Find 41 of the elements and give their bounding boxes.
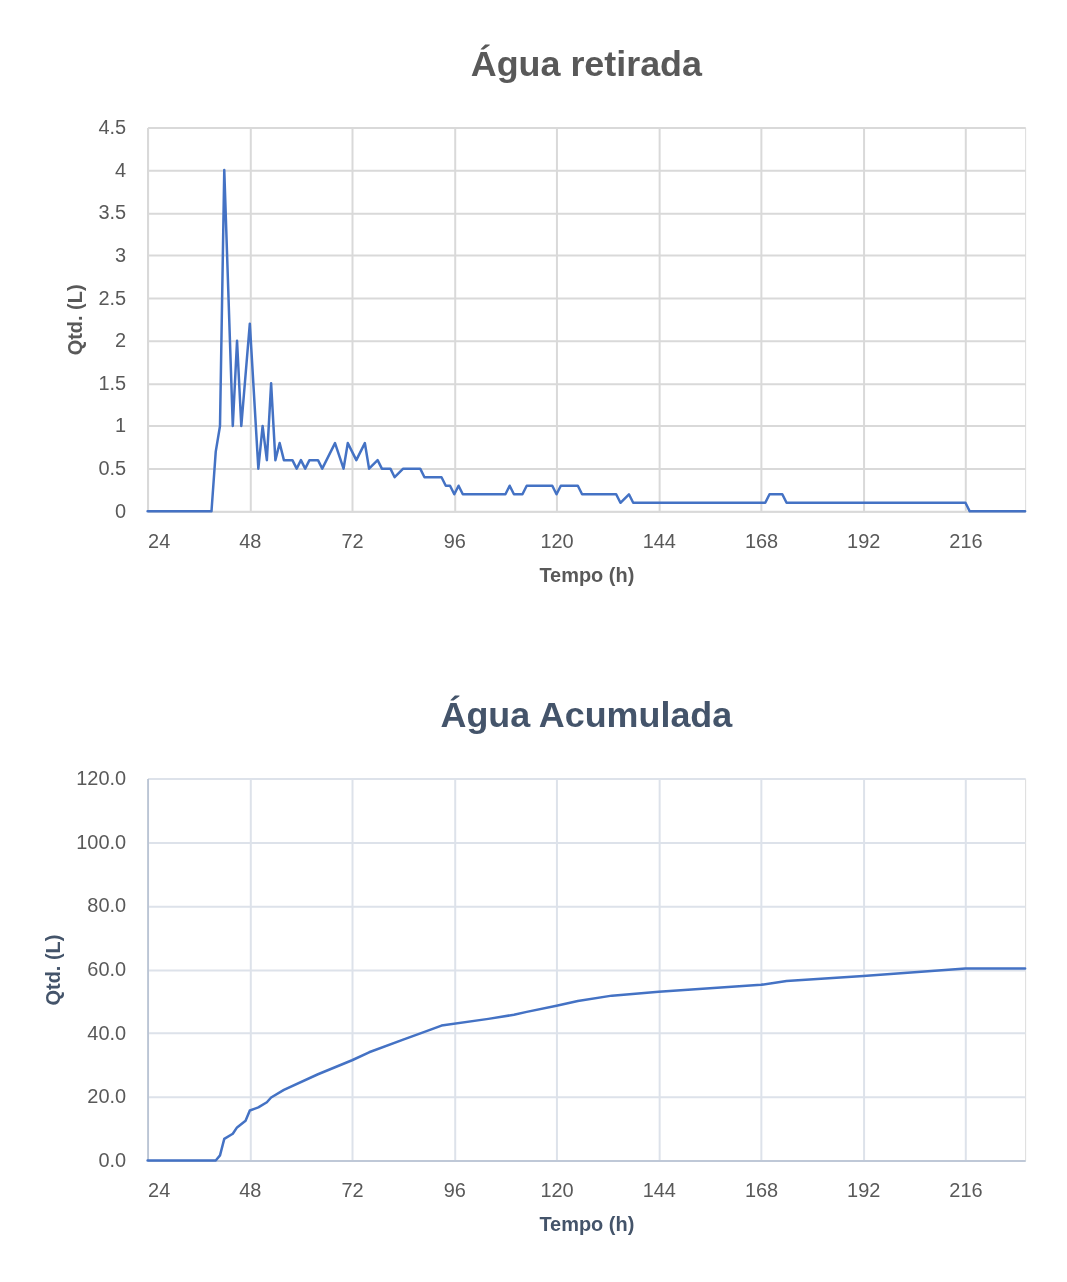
- y-tick-label: 100.0: [76, 830, 127, 853]
- chart-title: Água Acumulada: [440, 694, 734, 735]
- chart-title: Água retirada: [470, 43, 704, 84]
- x-axis-title: Tempo (h): [539, 563, 635, 586]
- y-tick-label: 2.5: [98, 286, 127, 309]
- y-axis-title: Qtd. (L): [42, 934, 65, 1006]
- x-tick-label: 144: [642, 1178, 676, 1201]
- y-tick-label: 40.0: [87, 1021, 127, 1044]
- y-tick-label: 3.5: [98, 201, 127, 224]
- x-tick-label: 192: [847, 529, 881, 552]
- y-axis-title: Qtd. (L): [64, 284, 87, 356]
- x-tick-label: 120: [540, 529, 574, 552]
- x-tick-label: 48: [239, 1178, 262, 1201]
- x-tick-label: 120: [540, 1178, 574, 1201]
- x-tick-label: 96: [443, 1178, 466, 1201]
- y-tick-label: 4.5: [98, 115, 127, 138]
- x-tick-label: 72: [341, 1178, 364, 1201]
- x-tick-label: 72: [341, 529, 364, 552]
- y-tick-label: 0.0: [98, 1148, 127, 1171]
- y-tick-label: 1: [115, 414, 127, 437]
- y-tick-label: 80.0: [87, 894, 127, 917]
- x-tick-label: 216: [949, 1178, 983, 1201]
- x-tick-label: 24: [148, 1178, 171, 1201]
- x-tick-label: 168: [744, 1178, 779, 1201]
- y-tick-label: 0: [115, 499, 127, 522]
- x-tick-label: 144: [642, 529, 676, 552]
- y-tick-label: 0.5: [98, 457, 127, 480]
- x-tick-label: 24: [148, 529, 171, 552]
- y-tick-label: 60.0: [87, 958, 127, 981]
- y-tick-label: 3: [115, 243, 127, 266]
- x-tick-label: 216: [949, 529, 983, 552]
- x-tick-label: 192: [847, 1178, 881, 1201]
- x-tick-label: 96: [443, 529, 466, 552]
- y-tick-label: 1.5: [98, 371, 127, 394]
- y-tick-label: 20.0: [87, 1085, 127, 1108]
- y-tick-label: 2: [115, 329, 127, 352]
- x-tick-label: 168: [744, 529, 779, 552]
- x-axis-title: Tempo (h): [539, 1212, 635, 1235]
- y-tick-label: 4: [115, 158, 127, 181]
- x-tick-label: 48: [239, 529, 262, 552]
- y-tick-label: 120.0: [76, 767, 127, 790]
